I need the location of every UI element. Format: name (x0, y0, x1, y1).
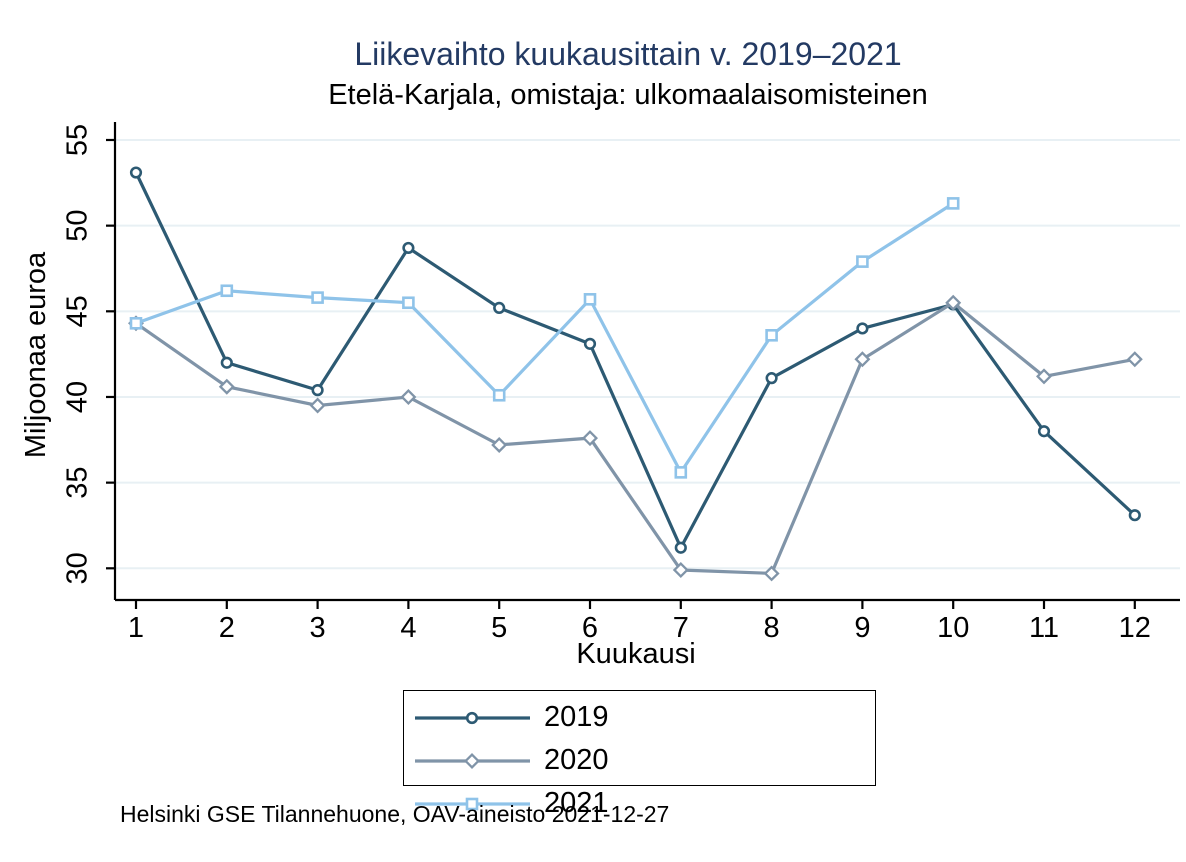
marker-circle (856, 322, 869, 335)
y-axis-title: Miljoonaa euroa (20, 251, 52, 458)
y-tick-label: 35 (62, 467, 94, 499)
series-2020 (128, 294, 1143, 582)
marker-diamond (763, 565, 780, 582)
x-axis-title: Kuukausi (576, 638, 695, 670)
x-tick-label: 5 (491, 612, 507, 644)
marker-square (765, 329, 778, 342)
marker-diamond (1036, 368, 1052, 385)
marker-diamond (1126, 351, 1143, 368)
marker-circle (129, 166, 143, 179)
chart-subtitle: Etelä-Karjala, omistaja: ulkomaalaisomis… (328, 79, 928, 111)
legend-circle-icon (415, 711, 530, 724)
marker-diamond (854, 351, 871, 368)
marker-circle (674, 541, 687, 554)
y-tick-label: 55 (62, 124, 94, 156)
x-tick-label: 12 (1119, 612, 1151, 644)
legend-diamond-icon (415, 752, 530, 769)
gridlines (115, 138, 1180, 570)
series-lines (128, 166, 1143, 582)
x-tick-label: 10 (937, 612, 969, 644)
legend-item-2021: 2021 (414, 782, 656, 825)
x-tick-label: 3 (310, 612, 326, 644)
legend-label-2019: 2019 (544, 701, 609, 733)
marker-diamond (491, 436, 508, 453)
marker-circle (1037, 425, 1051, 438)
marker-square (465, 797, 479, 810)
marker-square (674, 466, 688, 479)
marker-diamond (218, 378, 235, 395)
x-tick-label: 4 (400, 612, 416, 644)
marker-square (583, 293, 597, 306)
marker-circle (465, 711, 479, 724)
y-tick-label: 40 (62, 381, 94, 413)
marker-circle (1128, 509, 1141, 522)
legend-label-2021: 2021 (544, 787, 609, 819)
marker-square (492, 388, 506, 402)
marker-diamond (945, 294, 962, 311)
marker-circle (583, 337, 597, 350)
source-note: Helsinki GSE Tilannehuone, OAV-aineisto … (120, 801, 670, 827)
x-tick-label: 2 (219, 612, 235, 644)
marker-square (946, 197, 960, 210)
marker-circle (493, 301, 506, 314)
marker-square (856, 255, 869, 268)
marker-circle (765, 372, 778, 385)
x-tick-label: 7 (673, 612, 689, 644)
x-tick-label: 6 (582, 612, 598, 644)
x-tick-label: 9 (854, 612, 870, 644)
marker-square (311, 291, 324, 304)
legend-item-2020: 2020 (414, 739, 656, 782)
marker-diamond (672, 562, 689, 579)
series-2021 (129, 197, 960, 479)
marker-square (129, 317, 143, 330)
legend: 2019 2020 2021 (403, 690, 876, 819)
marker-circle (311, 384, 324, 397)
marker-circle (220, 356, 233, 369)
x-tick-label: 1 (128, 612, 144, 644)
marker-diamond (309, 397, 326, 414)
marker-diamond (400, 388, 417, 405)
legend-label-2020: 2020 (544, 744, 609, 776)
y-tick-label: 50 (62, 210, 94, 242)
marker-square (402, 296, 415, 310)
marker-circle (402, 241, 415, 255)
marker-diamond (582, 430, 598, 447)
legend-square-icon (415, 797, 530, 810)
marker-square (220, 284, 234, 298)
legend-item-2019: 2019 (414, 696, 656, 739)
marker-diamond (464, 752, 480, 769)
y-tick-label: 30 (62, 552, 94, 584)
x-tick-label: 11 (1029, 612, 1059, 644)
chart-title: Liikevaihto kuukausittain v. 2019–2021 (354, 36, 902, 72)
x-tick-label: 8 (764, 612, 780, 644)
y-tick-label: 45 (62, 295, 94, 327)
